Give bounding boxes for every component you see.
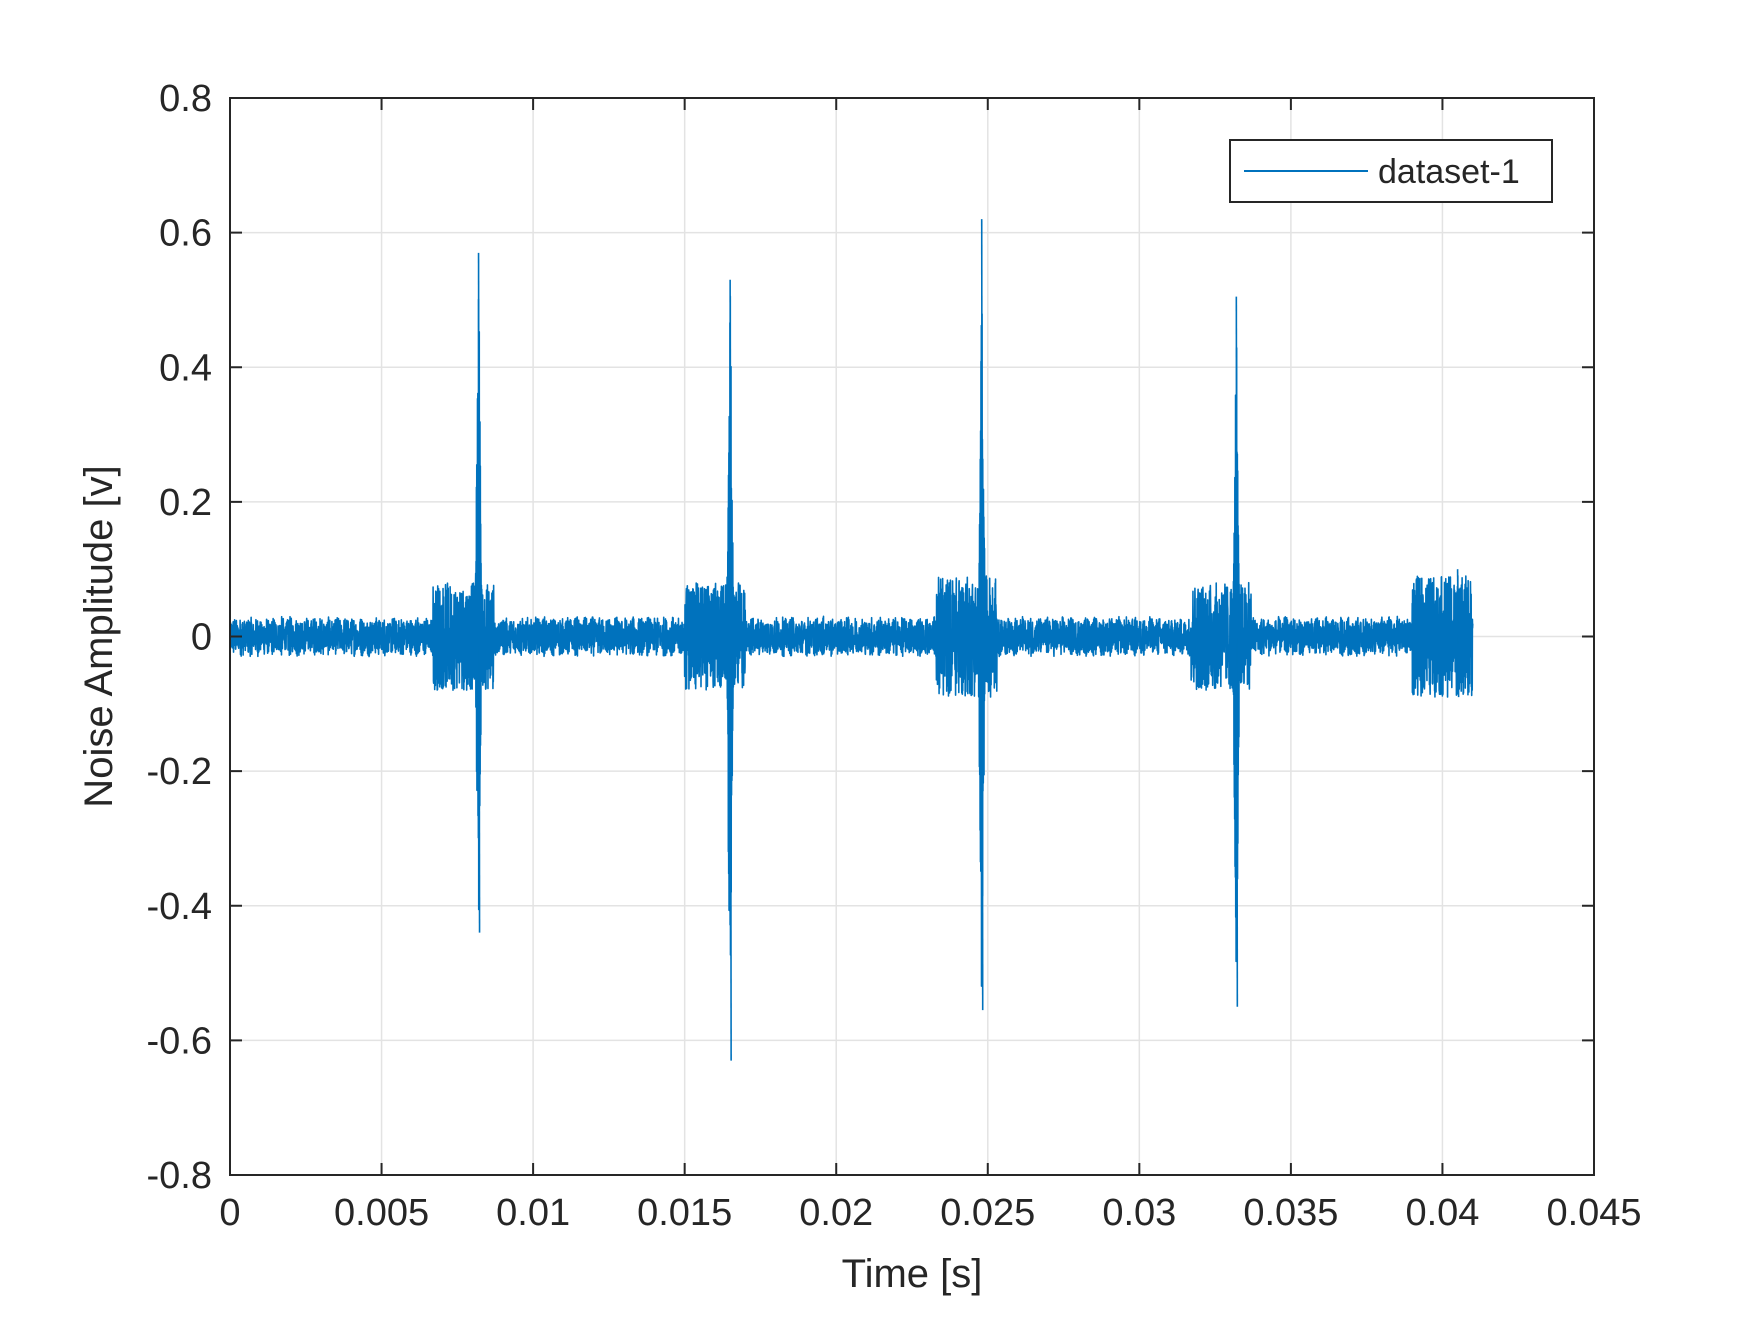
- y-tick-label: -0.2: [147, 751, 212, 793]
- y-tick-label: 0: [191, 617, 212, 659]
- y-tick-label: 0.4: [159, 347, 212, 389]
- series-line-dataset-1: [229, 295, 1474, 987]
- y-axis-label: Noise Amplitude [v]: [77, 465, 121, 807]
- x-tick-label: 0: [219, 1192, 240, 1234]
- x-tick-label: 0.01: [496, 1192, 570, 1234]
- x-tick-label: 0.04: [1405, 1192, 1479, 1234]
- x-tick-label: 0.045: [1546, 1192, 1641, 1234]
- burst-peak: [729, 279, 732, 1061]
- x-tick-label: 0.015: [637, 1192, 732, 1234]
- y-tick-label: 0.6: [159, 213, 212, 255]
- burst-peak: [980, 219, 984, 1011]
- burst-peak: [1235, 296, 1239, 1007]
- x-tick-label: 0.035: [1243, 1192, 1338, 1234]
- y-tick-label: 0.8: [159, 78, 212, 120]
- x-tick-label: 0.02: [799, 1192, 873, 1234]
- burst-peak: [477, 252, 481, 933]
- y-tick-label: -0.8: [147, 1155, 212, 1197]
- x-tick-label: 0.03: [1102, 1192, 1176, 1234]
- legend-label-dataset-1: dataset-1: [1378, 153, 1520, 191]
- legend[interactable]: dataset-1: [1229, 139, 1553, 203]
- y-tick-label: 0.2: [159, 482, 212, 524]
- x-tick-label: 0.025: [940, 1192, 1035, 1234]
- x-tick-label: 0.005: [334, 1192, 429, 1234]
- x-tick-labels: 0 0.005 0.01 0.015 0.02 0.025 0.03 0.035 0.04 0.0…: [219, 1192, 1641, 1234]
- y-tick-label: -0.6: [147, 1020, 212, 1062]
- tick-marks: [229, 97, 1595, 1176]
- y-tick-labels: -0.8 -0.6 -0.4 -0.2 0 0.2 0.4 0.6 0.8: [147, 78, 212, 1197]
- series-layer: [229, 219, 1474, 1061]
- burst-peak: [1456, 569, 1460, 698]
- x-axis-label: Time [s]: [842, 1252, 983, 1296]
- y-tick-label: -0.4: [147, 886, 212, 928]
